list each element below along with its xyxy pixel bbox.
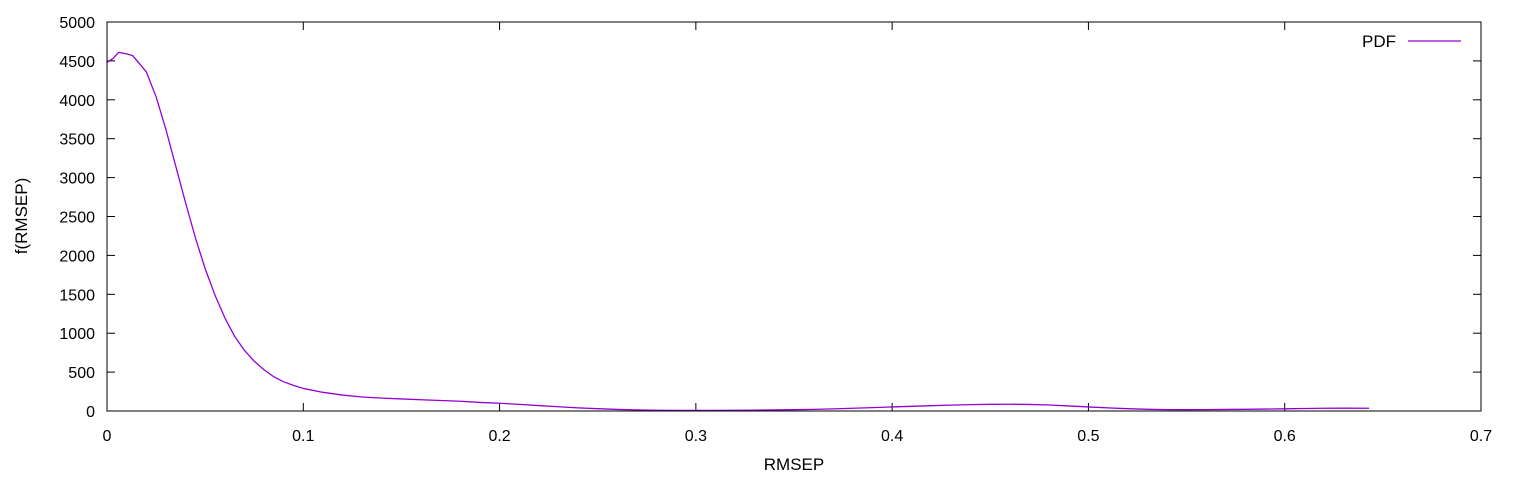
y-tick-label: 3000 xyxy=(59,171,95,188)
series-layer xyxy=(106,51,1370,412)
y-tick-label: 1500 xyxy=(59,287,95,304)
y-axis-ticks: 0 500 1000 1500 2000 2500 3000 3500 4000 4500 5000 xyxy=(59,15,1481,421)
x-tick-label: 0.2 xyxy=(488,428,510,445)
x-tick-label: 0.3 xyxy=(685,428,707,445)
x-tick-label: 0.7 xyxy=(1470,428,1492,445)
x-tick-label: 0.1 xyxy=(292,428,314,445)
y-tick-label: 0 xyxy=(86,404,95,421)
y-tick-label: 4000 xyxy=(59,93,95,110)
y-tick-label: 3500 xyxy=(59,132,95,149)
plot-frame xyxy=(106,21,1482,412)
y-tick-label: 4500 xyxy=(59,54,95,71)
y-tick-label: 500 xyxy=(68,365,95,382)
y-tick-label: 5000 xyxy=(59,15,95,32)
x-tick-label: 0 xyxy=(103,428,112,445)
y-tick-label: 2000 xyxy=(59,248,95,265)
x-tick-label: 0.5 xyxy=(1077,428,1099,445)
legend: PDF xyxy=(1362,32,1461,51)
x-tick-label: 0.4 xyxy=(881,428,903,445)
y-axis-title: f(RMSEP) xyxy=(12,178,31,255)
x-tick-label: 0.6 xyxy=(1274,428,1296,445)
x-axis-ticks: 0 0.1 0.2 0.3 0.4 0.5 0.6 0.7 xyxy=(103,22,1492,445)
series-line-pdf xyxy=(106,51,1370,412)
legend-label-pdf: PDF xyxy=(1362,32,1396,51)
y-tick-label: 1000 xyxy=(59,326,95,343)
y-tick-label: 2500 xyxy=(59,210,95,227)
x-axis-title: RMSEP xyxy=(764,455,824,474)
